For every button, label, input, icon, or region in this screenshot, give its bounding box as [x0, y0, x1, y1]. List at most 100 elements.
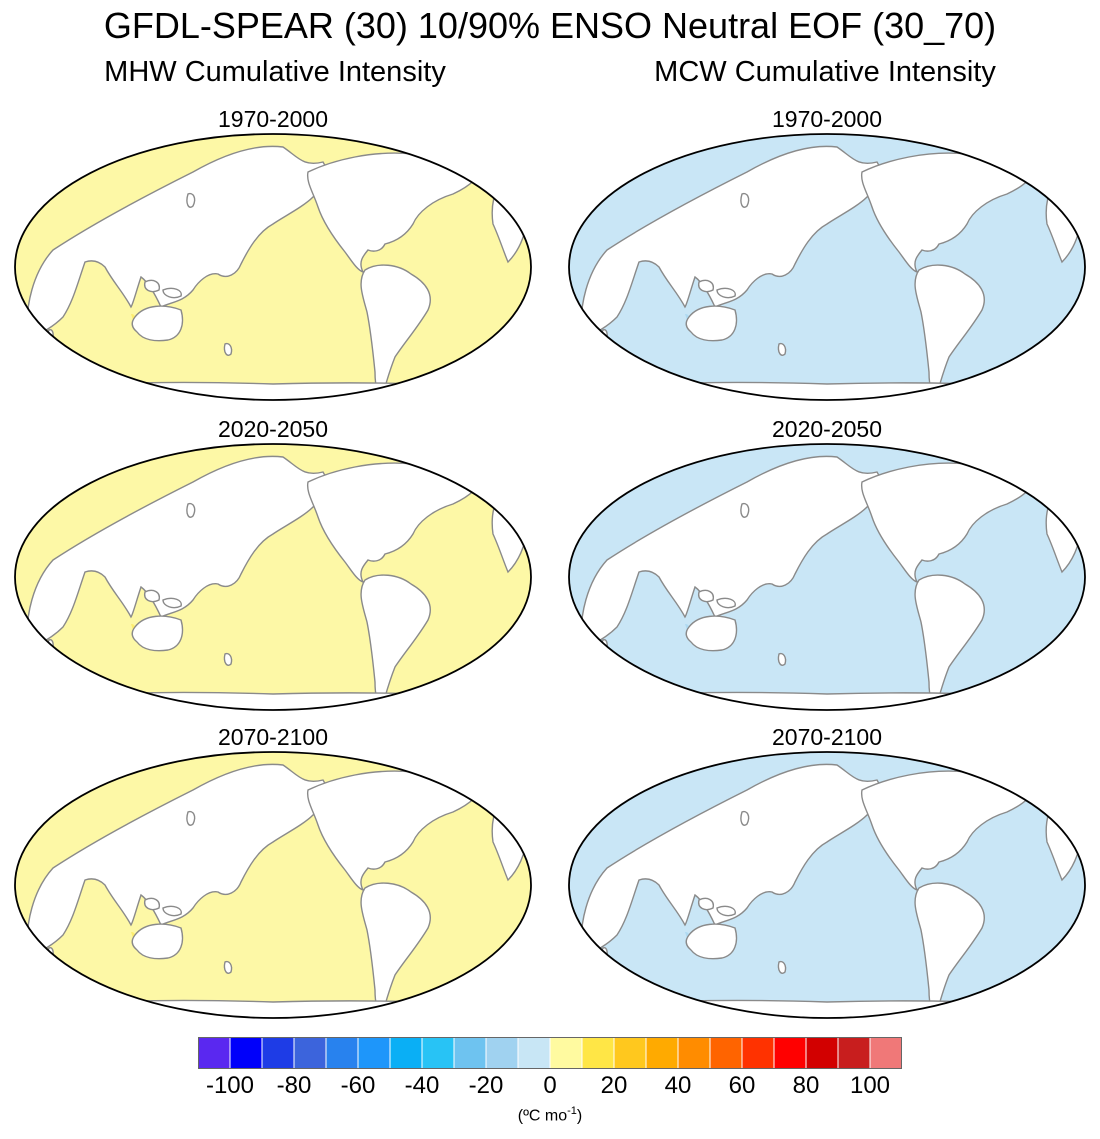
landmass: [23, 953, 50, 1011]
landmass: [23, 335, 50, 393]
landmass: [777, 960, 787, 974]
colorbar-tick-label: 20: [600, 1072, 628, 1099]
landmass: [578, 999, 1078, 1018]
landmass: [186, 502, 196, 518]
landmass: [144, 279, 160, 293]
landmass: [186, 810, 196, 826]
landmass: [223, 342, 233, 356]
colorbar-swatch: [805, 1037, 839, 1069]
figure-title: GFDL-SPEAR (30) 10/90% ENSO Neutral EOF …: [103, 5, 997, 46]
colorbar-swatch: [773, 1037, 807, 1069]
landmass: [162, 287, 182, 299]
landmass: [914, 882, 985, 1013]
landmass: [24, 691, 524, 710]
map-border: [568, 443, 1086, 711]
landmass: [1036, 147, 1068, 173]
colorbar-swatch: [709, 1037, 743, 1069]
colorbar-tick-label: -20: [468, 1072, 504, 1099]
landmass: [580, 455, 882, 648]
colorbar-swatch: [389, 1037, 423, 1069]
colorbar-swatch: [645, 1037, 679, 1069]
landmass: [777, 342, 787, 356]
landmass: [577, 335, 604, 393]
landmass: [685, 615, 738, 652]
colorbar-swatch: [421, 1037, 455, 1069]
landmass: [777, 652, 787, 666]
landmass: [698, 589, 714, 603]
landmass: [685, 923, 738, 960]
landmass: [914, 264, 985, 395]
landmass: [223, 652, 233, 666]
landmass: [685, 305, 738, 342]
landmass: [1036, 457, 1068, 483]
landmass: [162, 905, 182, 917]
landmass: [914, 574, 985, 705]
landmass: [360, 574, 431, 705]
colorbar-swatch: [677, 1037, 711, 1069]
landmass: [716, 597, 736, 609]
landmass: [740, 810, 750, 826]
landmass: [580, 763, 882, 956]
colorbar-tick-label: 0: [543, 1072, 557, 1099]
colorbar: [198, 1037, 902, 1069]
mcw-map-2020-2050: [568, 443, 1086, 711]
landmass: [482, 457, 514, 483]
landmass: [698, 897, 714, 911]
colorbar-swatch: [869, 1037, 902, 1069]
colorbar-tick-label: 40: [664, 1072, 692, 1099]
mhw-panel-title-2: 2020-2050: [218, 416, 328, 442]
colorbar-swatch: [549, 1037, 583, 1069]
landmass: [578, 691, 1078, 710]
colorbar-tick-label: -80: [276, 1072, 312, 1099]
colorbar-tick-label: 80: [792, 1072, 820, 1099]
mhw-map-1970-2000: [14, 133, 532, 401]
colorbar-swatch: [517, 1037, 551, 1069]
landmass: [186, 192, 196, 208]
landmass: [577, 645, 604, 703]
colorbar-tick-label: 100: [849, 1072, 891, 1099]
mhw-map-2020-2050: [14, 443, 532, 711]
mcw-map-2070-2100: [568, 751, 1086, 1019]
landmass: [360, 264, 431, 395]
colorbar-swatch: [741, 1037, 775, 1069]
colorbar-units: (ºC mo-1): [517, 1105, 583, 1125]
colorbar-swatch: [453, 1037, 487, 1069]
mcw-panel-title-1: 1970-2000: [772, 106, 882, 132]
landmass: [26, 145, 328, 338]
landmass: [716, 905, 736, 917]
landmass: [740, 192, 750, 208]
colorbar-swatch: [613, 1037, 647, 1069]
landmass: [131, 305, 184, 342]
colorbar-swatch: [229, 1037, 263, 1069]
landmass: [580, 145, 882, 338]
map-border: [568, 133, 1086, 401]
mcw-panel-title-3: 2070-2100: [772, 724, 882, 750]
landmass: [26, 455, 328, 648]
landmass: [716, 287, 736, 299]
colorbar-swatch: [485, 1037, 519, 1069]
mcw-panel-title-2: 2020-2050: [772, 416, 882, 442]
mhw-panel-title-1: 1970-2000: [218, 106, 328, 132]
landmass: [360, 882, 431, 1013]
colorbar-frame: [198, 1037, 902, 1069]
landmass: [24, 999, 524, 1018]
map-border: [14, 443, 532, 711]
colorbar-swatch: [581, 1037, 615, 1069]
landmass: [23, 645, 50, 703]
colorbar-swatch: [198, 1037, 231, 1069]
landmass: [577, 953, 604, 1011]
mhw-map-2070-2100: [14, 751, 532, 1019]
landmass: [578, 381, 1078, 400]
landmass: [740, 502, 750, 518]
landmass: [131, 615, 184, 652]
map-border: [568, 751, 1086, 1019]
colorbar-tick-label: 60: [728, 1072, 756, 1099]
map-border: [14, 751, 532, 1019]
mcw-column-title: MCW Cumulative Intensity: [654, 56, 996, 88]
landmass: [131, 923, 184, 960]
mcw-map-1970-2000: [568, 133, 1086, 401]
colorbar-swatch: [837, 1037, 871, 1069]
landmass: [223, 960, 233, 974]
landmass: [1036, 765, 1068, 791]
landmass: [482, 765, 514, 791]
